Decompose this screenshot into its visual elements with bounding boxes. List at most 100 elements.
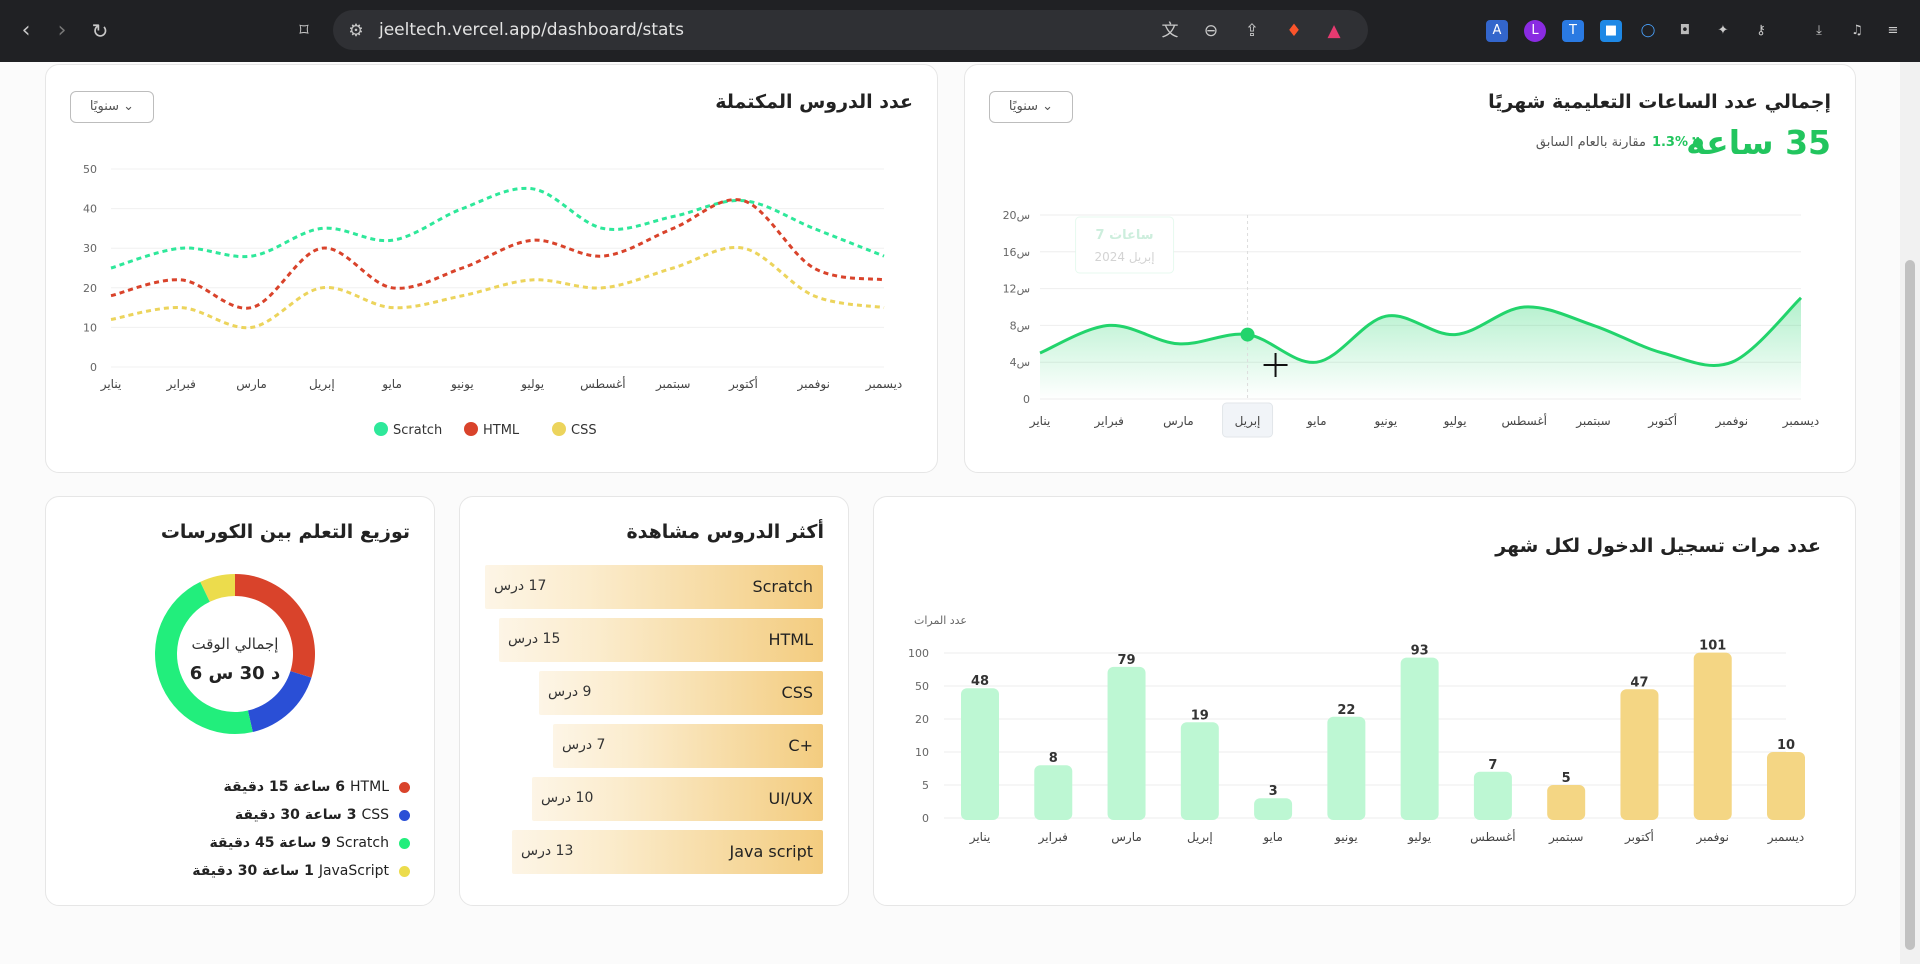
x-month-label: أكتوبر: [1624, 829, 1654, 845]
extensions-icon[interactable]: ✦: [1717, 23, 1729, 38]
y-tick-label: 16س: [1003, 246, 1030, 259]
top-lesson-bar[interactable]: CSS 9 درس: [539, 671, 823, 715]
bookmark-icon[interactable]: ⌑: [299, 20, 309, 41]
lr-extension-icon[interactable]: L: [1524, 20, 1546, 42]
y-tick-label: 12س: [1003, 283, 1030, 296]
donut-slice-css: [247, 671, 312, 732]
login-bar: [961, 688, 999, 820]
blue-extension-icon[interactable]: ■: [1600, 20, 1622, 42]
lesson-name: HTML: [768, 630, 813, 649]
tooltip-value: 7 ساعات: [1096, 228, 1154, 243]
reload-icon[interactable]: ↻: [91, 19, 109, 43]
x-month-label: يناير: [1029, 414, 1051, 429]
legend-label: CSS: [571, 423, 597, 438]
menu-icon[interactable]: ≡: [1887, 23, 1899, 38]
lesson-name: CSS: [781, 683, 813, 702]
lesson-name: UI/UX: [768, 789, 814, 808]
lesson-name: C+: [788, 736, 813, 755]
back-icon[interactable]: ‹: [21, 18, 31, 43]
t-extension-icon[interactable]: T: [1562, 20, 1584, 42]
legend-dot-icon: [552, 422, 566, 436]
x-month-label: إبريل: [1235, 414, 1261, 429]
hours-card: إجمالي عدد الساعات التعليمية شهريًا سنوي…: [964, 64, 1856, 473]
lesson-count: 13 درس: [521, 843, 574, 859]
hover-month-highlight: [1222, 402, 1274, 438]
x-month-label: ديسمبر: [1767, 830, 1805, 845]
top-lesson-bar[interactable]: HTML 15 درس: [499, 618, 823, 662]
bar-value-label: 19: [1191, 708, 1209, 723]
x-month-label: سبتمبر: [655, 377, 690, 392]
zoom-out-icon[interactable]: ⊖: [1203, 21, 1219, 41]
translate-icon[interactable]: 文: [1161, 21, 1179, 41]
y-tick-label: 4س: [1010, 356, 1030, 369]
music-icon[interactable]: ♫: [1851, 23, 1863, 38]
course-name: HTML: [350, 779, 389, 795]
download-icon[interactable]: ⤓: [1816, 23, 1822, 38]
y-tick-label: 30: [83, 242, 97, 255]
y-tick-label: 20: [83, 282, 97, 295]
lesson-count: 9 درس: [548, 684, 592, 700]
distribution-donut[interactable]: [140, 559, 330, 749]
top-lesson-bar[interactable]: C+ 7 درس: [553, 724, 823, 768]
legend-dot-icon: [399, 809, 410, 821]
share-icon[interactable]: ⇪: [1244, 21, 1260, 41]
x-month-label: أكتوبر: [728, 376, 758, 392]
x-month-label: فبراير: [1094, 414, 1124, 429]
lessons-chart[interactable]: 0 10 20 30 40 50 يناير فبراير مارس إبريل مايو يونيو…: [46, 65, 939, 474]
course-name: JavaScript: [318, 863, 389, 879]
x-month-label: إبريل: [309, 377, 335, 392]
login-bar: [1547, 785, 1586, 820]
legend-dot-icon: [399, 837, 410, 849]
hours-period-select[interactable]: سنويًا ⌄: [989, 91, 1073, 123]
logins-chart[interactable]: عدد المرات 0 5 10 20 50 100 48 يناير 8 فبراير 79 مار…: [874, 497, 1857, 907]
select-label: سنويًا: [89, 99, 120, 114]
login-bar: [1327, 716, 1366, 820]
bar-value-label: 47: [1630, 675, 1648, 690]
top-lesson-bar[interactable]: UI/UX 10 درس: [532, 777, 823, 821]
x-month-label: أغسطس: [1470, 829, 1515, 845]
x-month-label: مارس: [1111, 830, 1142, 845]
forward-icon[interactable]: ›: [57, 18, 67, 43]
x-month-label: يناير: [100, 377, 122, 392]
brave-rewards-icon[interactable]: ▲: [1327, 21, 1341, 41]
legend-dot-icon: [399, 781, 410, 793]
key-icon[interactable]: ⚷: [1756, 23, 1766, 38]
donut-center-value: 6 د 30 س: [189, 663, 281, 684]
y-tick-label: 20: [915, 713, 929, 726]
x-month-label: إبريل: [1187, 830, 1213, 845]
scrollbar[interactable]: [1900, 62, 1920, 964]
lesson-count: 10 درس: [541, 790, 594, 806]
site-info-icon[interactable]: ⚙: [348, 21, 364, 41]
camera-icon[interactable]: ◘: [1679, 23, 1691, 38]
y-tick-label: 0: [922, 812, 929, 825]
top-lesson-bar[interactable]: Scratch 17 درس: [485, 565, 823, 609]
x-month-label: فبراير: [1038, 830, 1068, 845]
legend-dot-icon: [374, 422, 388, 436]
logins-card: عدد مرات تسجيل الدخول لكل شهر عدد المرات…: [873, 496, 1856, 906]
login-bar: [1254, 798, 1293, 820]
scrollbar-thumb[interactable]: [1905, 260, 1915, 950]
address-bar[interactable]: ⚙ jeeltech.vercel.app/dashboard/stats 文 …: [333, 10, 1368, 50]
translate-extension-icon[interactable]: A: [1486, 20, 1508, 42]
mouse-extension-icon[interactable]: ◯: [1640, 23, 1656, 38]
top-lesson-bar[interactable]: Java script 13 درس: [512, 830, 823, 874]
course-name: Scratch: [336, 835, 389, 851]
lesson-name: Java script: [729, 842, 813, 861]
bar-value-label: 93: [1411, 644, 1429, 659]
y-tick-label: 10: [83, 321, 97, 334]
lessons-period-select[interactable]: سنويًا ⌄: [70, 91, 154, 123]
hours-chart[interactable]: 0 4س 8س 12س 16س 20س 7 ساعات إبريل 2024 يناير فبرا…: [965, 65, 1857, 474]
distribution-legend-item: JavaScript 1 ساعة 30 دقيقة: [192, 863, 410, 879]
login-bar: [1473, 771, 1512, 820]
x-month-label: سبتمبر: [1548, 830, 1583, 845]
logins-title: عدد مرات تسجيل الدخول لكل شهر: [1495, 535, 1821, 557]
course-time: 6 ساعة 15 دقيقة: [223, 779, 346, 795]
brave-shield-icon[interactable]: ♦: [1286, 21, 1302, 41]
y-tick-label: 5: [922, 779, 929, 792]
tooltip-box: [1075, 216, 1175, 274]
x-month-label: مايو: [381, 377, 402, 392]
series-line-html: [110, 198, 885, 310]
lesson-count: 15 درس: [508, 631, 561, 647]
x-month-label: أغسطس: [580, 376, 625, 392]
y-tick-label: 8س: [1010, 319, 1030, 332]
